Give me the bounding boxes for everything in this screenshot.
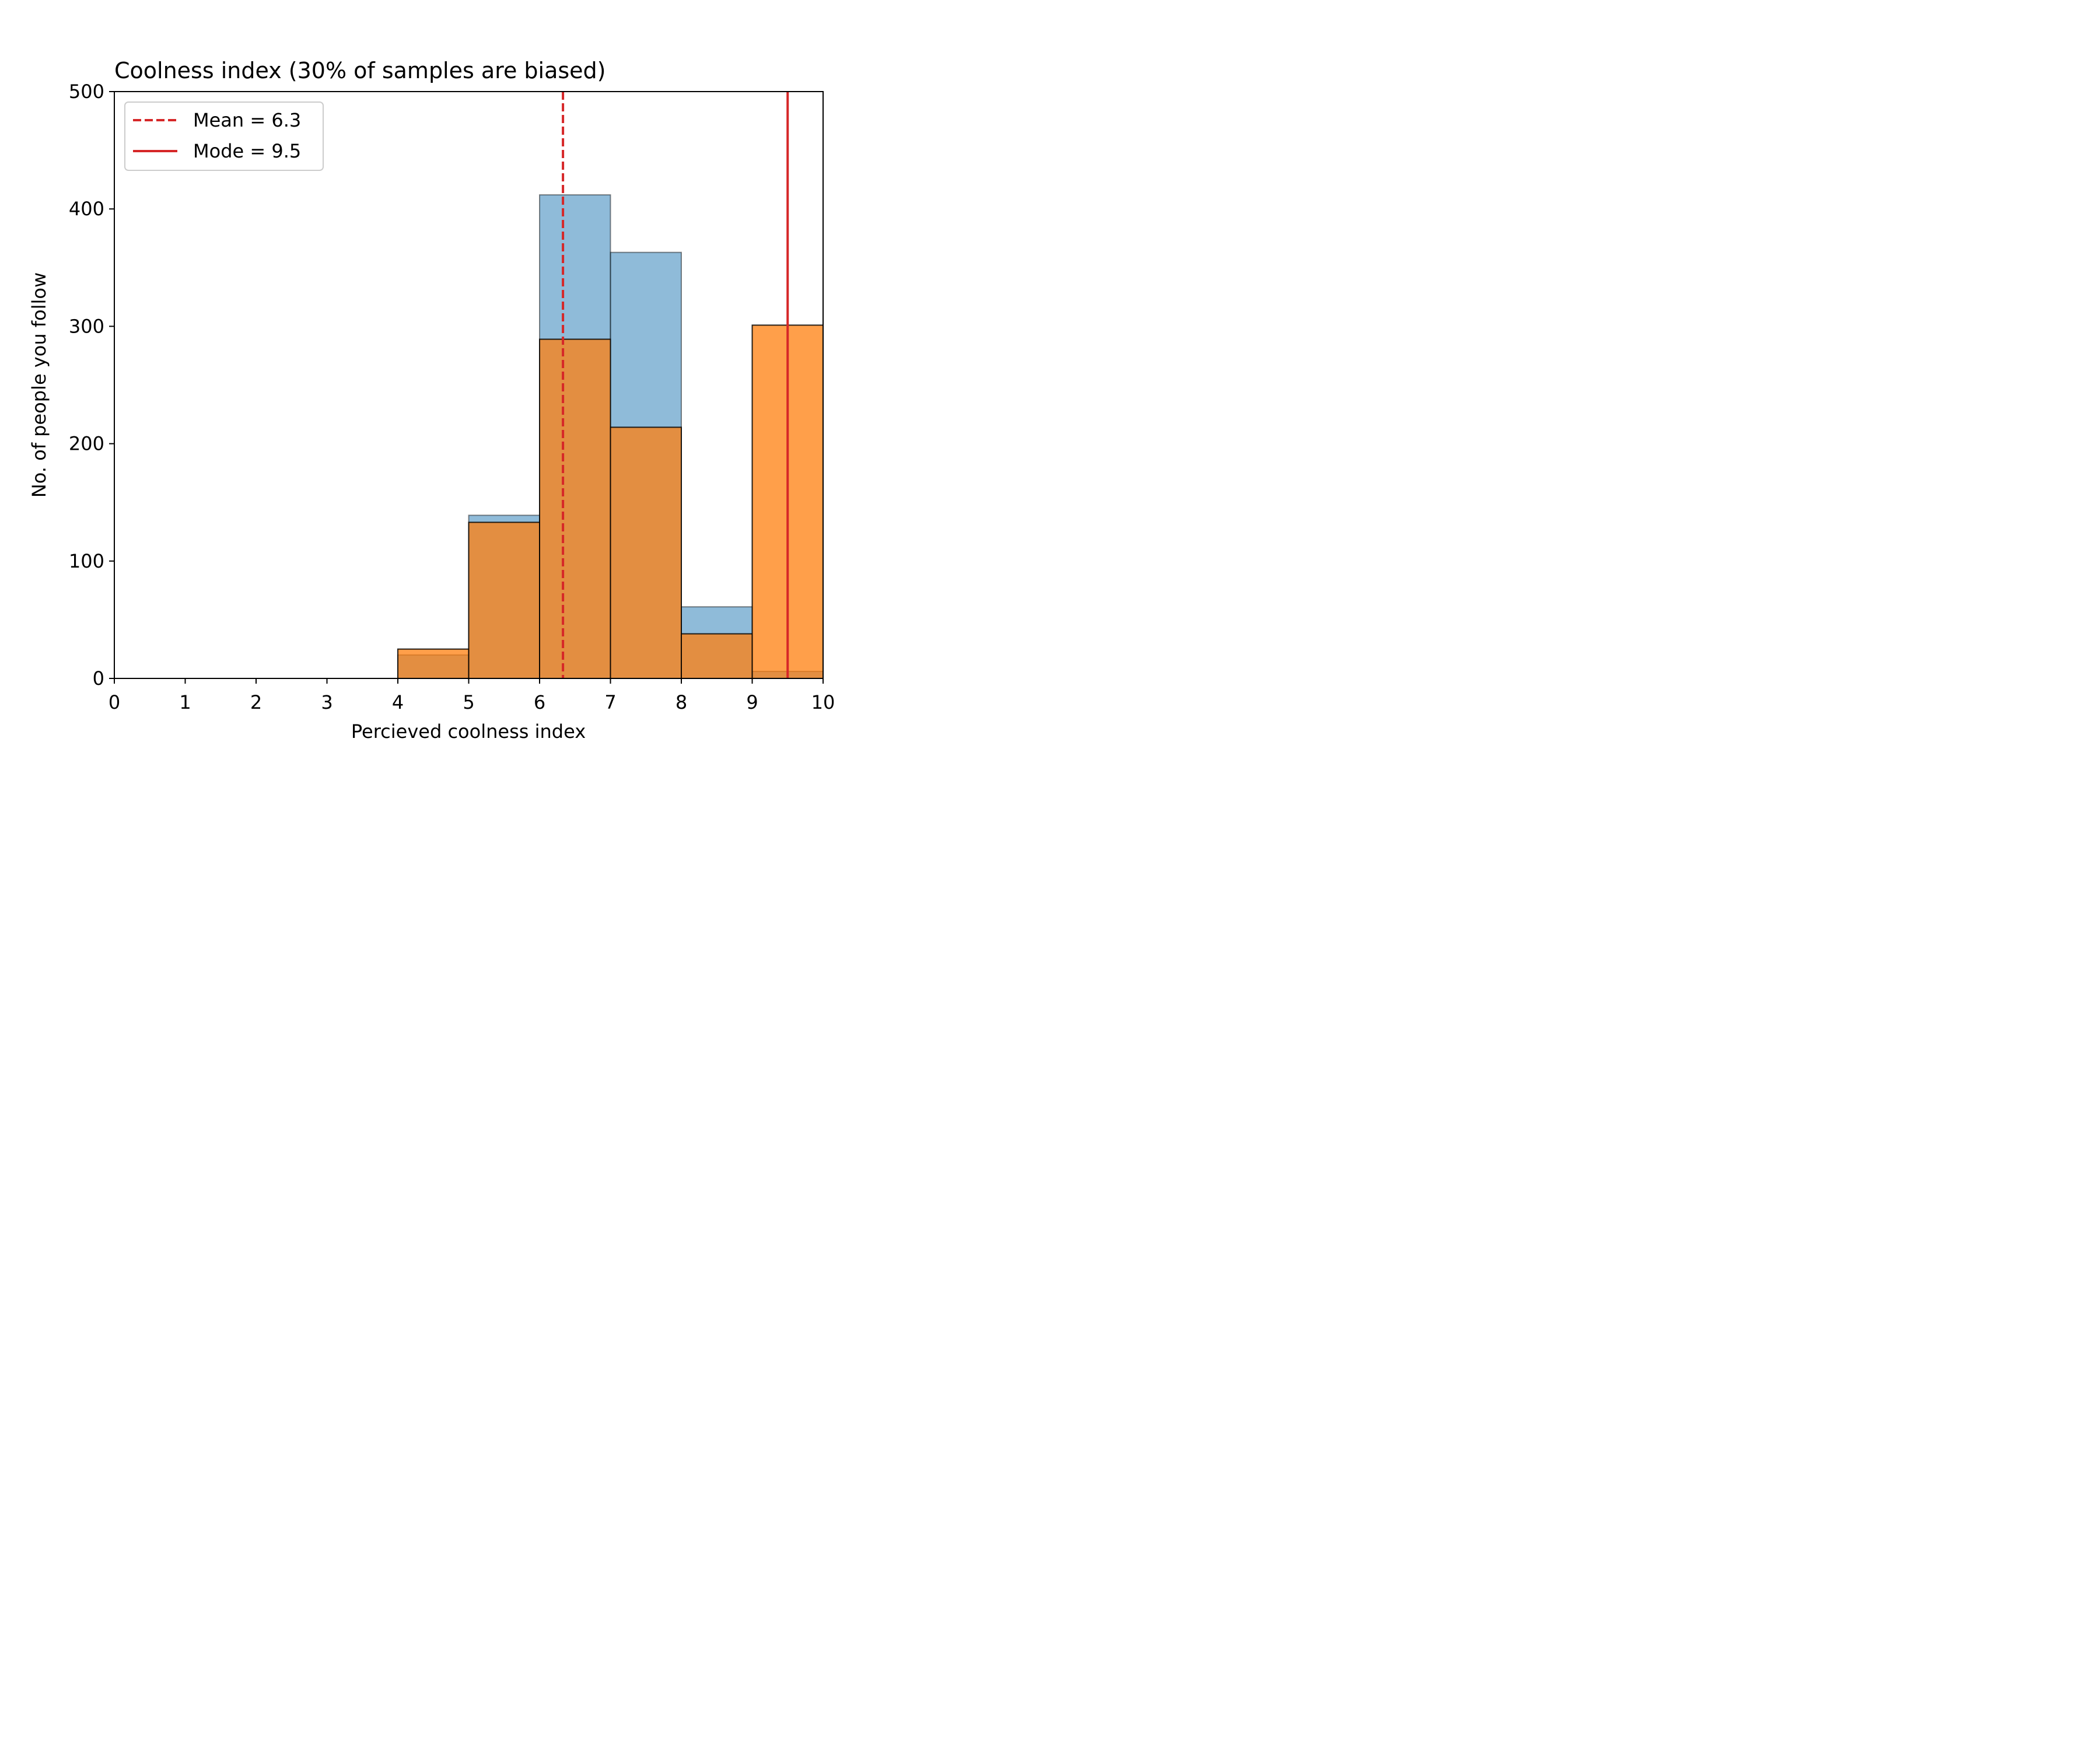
x-tick-label: 1 bbox=[179, 691, 191, 713]
x-tick-label: 10 bbox=[811, 691, 835, 713]
chart-title: Coolness index (30% of samples are biase… bbox=[114, 58, 606, 83]
bar-biased-4 bbox=[681, 633, 753, 679]
x-tick-label: 8 bbox=[676, 691, 687, 713]
x-tick-label: 6 bbox=[534, 691, 545, 713]
bars-group bbox=[397, 194, 824, 680]
bar-biased-0 bbox=[397, 648, 470, 679]
legend-mode-label: Mode = 9.5 bbox=[193, 140, 301, 162]
x-tick-label: 5 bbox=[463, 691, 474, 713]
y-tick-label: 500 bbox=[69, 80, 104, 103]
y-tick-label: 200 bbox=[69, 433, 104, 455]
y-tick-label: 100 bbox=[69, 550, 104, 572]
x-tick-label: 7 bbox=[604, 691, 616, 713]
x-tick-label: 3 bbox=[321, 691, 332, 713]
y-tick-label: 0 bbox=[93, 667, 104, 690]
x-tick-label: 0 bbox=[108, 691, 120, 713]
x-tick-label: 2 bbox=[250, 691, 262, 713]
y-tick-label: 400 bbox=[69, 198, 104, 220]
legend-mean-label: Mean = 6.3 bbox=[193, 109, 301, 131]
y-axis-label: No. of people you follow bbox=[28, 272, 50, 498]
x-axis-label: Percieved coolness index bbox=[351, 720, 586, 743]
bar-biased-2 bbox=[539, 338, 611, 679]
x-tick-label: 4 bbox=[392, 691, 404, 713]
histogram-chart: Coolness index (30% of samples are biase… bbox=[0, 0, 910, 758]
x-axis-ticks: 0 1 2 3 4 5 6 7 8 9 10 bbox=[108, 678, 835, 713]
y-tick-label: 300 bbox=[69, 315, 104, 337]
y-axis-ticks: 0 100 200 300 400 500 bbox=[69, 80, 114, 690]
x-tick-label: 9 bbox=[746, 691, 758, 713]
bar-biased-1 bbox=[468, 522, 540, 679]
bar-biased-3 bbox=[610, 426, 682, 679]
reference-lines-group bbox=[562, 92, 789, 678]
legend: Mean = 6.3 Mode = 9.5 bbox=[124, 102, 324, 171]
